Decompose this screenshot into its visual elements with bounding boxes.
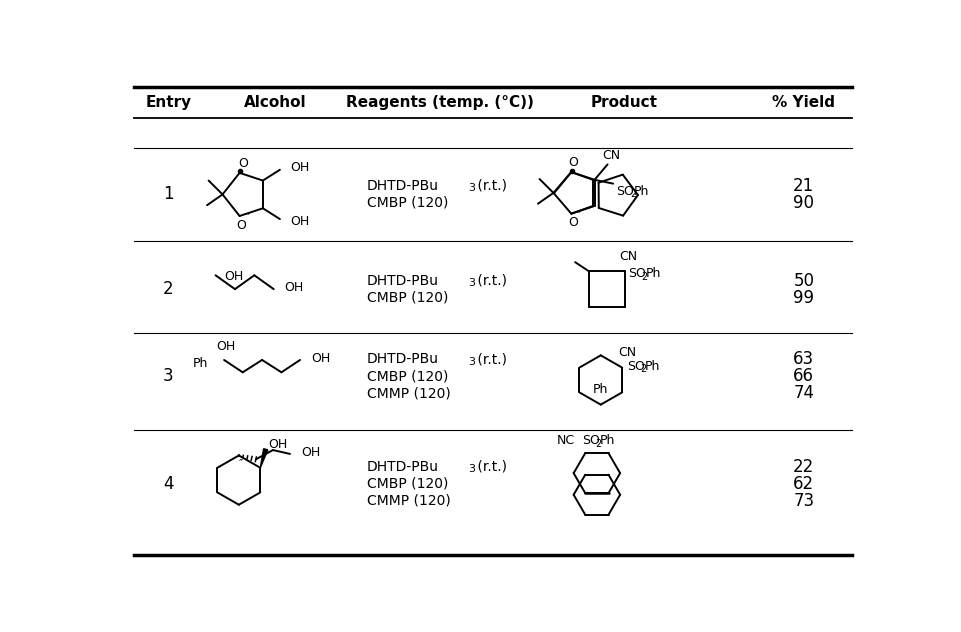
Polygon shape (260, 449, 267, 468)
Text: OH: OH (224, 270, 243, 283)
Text: OH: OH (216, 341, 235, 353)
Text: ″: ″ (245, 212, 249, 222)
Text: 99: 99 (793, 289, 813, 307)
Text: SO: SO (628, 267, 645, 280)
Text: 62: 62 (793, 475, 814, 493)
Text: CMMP (120): CMMP (120) (366, 386, 450, 400)
Text: 2: 2 (640, 364, 646, 374)
Text: SO: SO (627, 360, 644, 373)
Text: OH: OH (310, 352, 330, 365)
Text: Ph: Ph (633, 185, 649, 198)
Text: % Yield: % Yield (772, 95, 834, 111)
Text: Ph: Ph (592, 383, 607, 396)
Text: DHTD-PBu: DHTD-PBu (366, 274, 438, 288)
Text: 2: 2 (162, 280, 173, 298)
Text: Reagents (temp. (°C)): Reagents (temp. (°C)) (345, 95, 533, 111)
Text: DHTD-PBu: DHTD-PBu (366, 460, 438, 474)
Text: CN: CN (617, 346, 635, 359)
Text: 3: 3 (468, 183, 475, 193)
Text: (r.t.): (r.t.) (473, 352, 506, 366)
Text: 2: 2 (595, 439, 602, 449)
Text: O: O (567, 216, 578, 229)
Text: 21: 21 (793, 177, 814, 195)
Text: O: O (568, 156, 578, 169)
Text: 3: 3 (468, 278, 475, 288)
Text: CN: CN (618, 250, 636, 262)
Text: 73: 73 (793, 492, 814, 510)
Text: ″: ″ (577, 210, 580, 220)
Text: 66: 66 (793, 367, 813, 385)
Text: CMBP (120): CMBP (120) (366, 369, 448, 383)
Text: 2: 2 (629, 189, 635, 199)
Text: SO: SO (616, 185, 633, 198)
Text: DHTD-PBu: DHTD-PBu (366, 352, 438, 366)
Text: Alcohol: Alcohol (244, 95, 307, 111)
Text: OH: OH (301, 446, 320, 459)
Text: 3: 3 (162, 367, 173, 385)
Text: CMBP (120): CMBP (120) (366, 196, 448, 210)
Text: Ph: Ph (645, 267, 660, 280)
Text: CMBP (120): CMBP (120) (366, 477, 448, 491)
Text: (r.t.): (r.t.) (473, 274, 506, 288)
Text: 50: 50 (793, 272, 813, 289)
Text: DHTD-PBu: DHTD-PBu (366, 179, 438, 193)
Text: OH: OH (268, 438, 287, 451)
Text: SO: SO (581, 434, 600, 447)
Text: (r.t.): (r.t.) (473, 179, 506, 193)
Text: 63: 63 (793, 350, 814, 368)
Text: NC: NC (555, 434, 574, 447)
Text: 22: 22 (793, 458, 814, 476)
Text: CMBP (120): CMBP (120) (366, 291, 448, 305)
Text: Ph: Ph (599, 434, 614, 447)
Text: OH: OH (289, 215, 308, 228)
Text: ″: ″ (239, 458, 243, 468)
Text: 90: 90 (793, 194, 813, 212)
Text: Product: Product (590, 95, 656, 111)
Text: Entry: Entry (145, 95, 191, 111)
Text: CMMP (120): CMMP (120) (366, 494, 450, 508)
Text: CN: CN (602, 149, 620, 162)
Text: 4: 4 (162, 475, 173, 493)
Text: 74: 74 (793, 384, 813, 402)
Text: OH: OH (284, 281, 304, 294)
Text: Ph: Ph (644, 360, 659, 373)
Text: 1: 1 (162, 185, 173, 204)
Text: 3: 3 (468, 356, 475, 367)
Text: OH: OH (289, 161, 308, 174)
Text: O: O (236, 219, 246, 232)
Text: (r.t.): (r.t.) (473, 460, 506, 474)
Text: Ph: Ph (193, 356, 209, 370)
Text: 3: 3 (468, 465, 475, 475)
Text: O: O (237, 157, 247, 170)
Text: 2: 2 (641, 272, 647, 282)
